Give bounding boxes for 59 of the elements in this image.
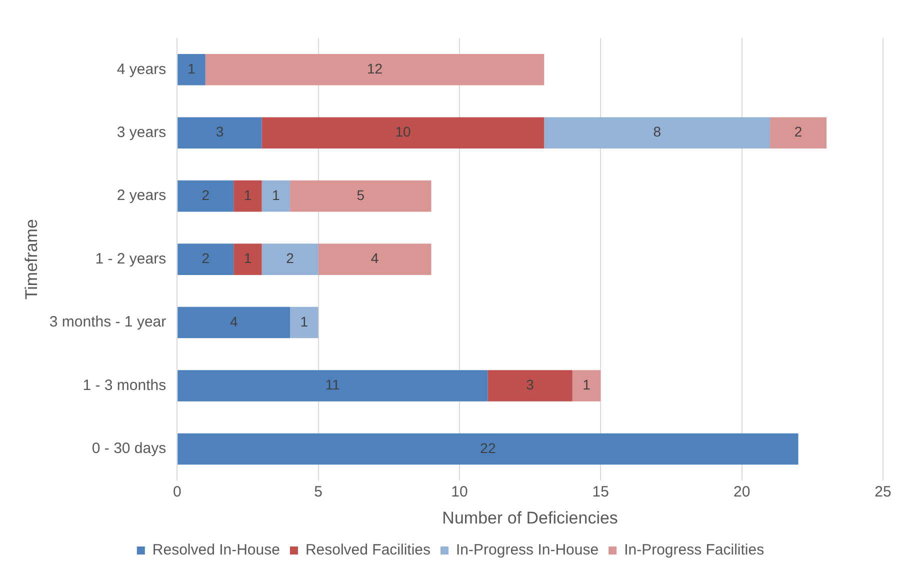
bar	[770, 117, 827, 148]
data-label: 2	[202, 186, 210, 203]
y-tick-label: 3 years	[116, 124, 166, 141]
bar	[234, 244, 262, 275]
y-tick-label: 2 years	[116, 187, 166, 204]
data-label: 3	[216, 124, 224, 140]
data-label: 2	[286, 250, 294, 266]
bar	[234, 180, 262, 212]
x-tick-label: 25	[874, 484, 892, 501]
data-label: 11	[325, 376, 340, 393]
bar	[290, 306, 318, 338]
bar	[488, 370, 572, 402]
bar	[178, 117, 262, 148]
data-label: 10	[395, 124, 411, 140]
x-axis-title: Number of Deficiencies	[442, 508, 618, 528]
x-tick-label: 5	[314, 484, 322, 501]
bar	[178, 370, 488, 402]
bar	[262, 180, 290, 212]
data-label: 1	[244, 186, 252, 203]
y-tick-label: 3 months - 1 year	[49, 314, 166, 331]
data-label: 3	[526, 376, 534, 393]
bar	[572, 370, 601, 402]
bar	[262, 117, 544, 148]
bar	[178, 54, 206, 86]
data-label: 4	[370, 250, 379, 266]
data-label: 8	[653, 124, 662, 140]
data-label: 1	[188, 60, 196, 76]
data-label: 12	[366, 60, 383, 76]
legend-label: Resolved In-House	[152, 542, 280, 559]
y-axis-title: Timeframe	[22, 218, 41, 300]
x-tick-label: 10	[451, 484, 468, 501]
x-tick-label: 0	[172, 484, 182, 501]
data-label: 2	[202, 250, 210, 266]
bar	[262, 244, 318, 275]
bar	[318, 244, 432, 275]
data-label: 2	[794, 124, 802, 140]
data-label: 4	[230, 313, 238, 330]
data-label: 1	[272, 186, 280, 203]
bar	[205, 54, 544, 86]
data-label: 22	[480, 440, 496, 456]
y-tick-label: 0 - 30 days	[92, 440, 166, 458]
data-label: 5	[356, 186, 365, 203]
x-tick-label: 20	[733, 484, 750, 501]
bar	[544, 117, 770, 148]
y-tick-label: 4 years	[116, 60, 166, 78]
data-label: 1	[582, 376, 591, 393]
x-tick-label: 15	[592, 484, 609, 501]
legend-label: In-Progress Facilities	[624, 542, 764, 559]
legend-label: In-Progress In-House	[456, 542, 599, 559]
data-label: 1	[300, 313, 308, 330]
y-tick-label: 1 - 2 years	[95, 250, 166, 268]
bar	[178, 244, 234, 275]
y-tick-label: 1 - 3 months	[82, 376, 166, 394]
bar	[178, 306, 290, 338]
bar	[178, 433, 798, 465]
legend-label: Resolved Facilities	[305, 542, 431, 559]
bar	[178, 180, 234, 212]
data-label: 1	[244, 250, 252, 266]
bar	[290, 180, 432, 212]
